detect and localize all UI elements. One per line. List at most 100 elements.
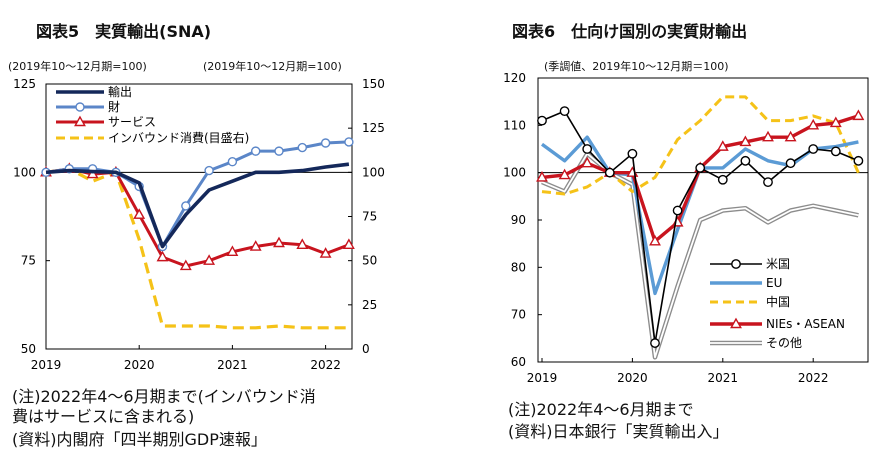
- right-x-tick-label: 2019: [527, 371, 558, 385]
- right-subtitle: (季調値、2019年10～12月期＝100): [544, 60, 729, 73]
- right-series-4-line-inner: [541, 152, 859, 359]
- right-series-3-point: [649, 234, 661, 246]
- left-series-1-point: [227, 157, 238, 167]
- left-x-tick-label: 2019: [31, 358, 62, 372]
- left-subtitle-left-axis: (2019年10～12月期=100): [8, 60, 147, 73]
- right-series-0-point: [785, 158, 796, 169]
- right-legend-label-1: EU: [766, 276, 782, 290]
- left-series-1-point: [320, 138, 331, 148]
- left-legend-label-2: サービス: [108, 115, 156, 129]
- left-series-1-point: [204, 165, 214, 176]
- right-legend-marker-3: [730, 317, 742, 329]
- right-series-0-point: [582, 144, 593, 154]
- left-legend-label-1: 財: [108, 99, 120, 114]
- right-series-0-point: [650, 338, 660, 348]
- right-series-3-point: [716, 140, 729, 151]
- right-series-0-point: [740, 155, 751, 166]
- right-series-0-point: [604, 167, 615, 178]
- right-series-0-point: [763, 177, 773, 188]
- left-y-tick-label: 125: [13, 77, 36, 91]
- left-subtitle-right-axis: (2019年10～12月期=100): [203, 60, 342, 73]
- left-legend-marker-1: [75, 102, 85, 112]
- left-chart-panel: 図表5 実質輸出(SNA) (2019年10～12月期=100) (2019年1…: [8, 22, 385, 449]
- right-chart-svg: 60 70 80 90 100 110 120 2019 2020 2021 2022 米国 EU 中国 N…: [503, 71, 869, 385]
- right-chart-panel: 図表6 仕向け国別の実質財輸出 (季調値、2019年10～12月期＝100) 6…: [448, 0, 896, 473]
- left-series-1-point: [250, 146, 261, 156]
- right-series-0-point: [717, 174, 728, 185]
- right-series-3-point: [784, 130, 797, 142]
- left-chart-title: 図表5 実質輸出(SNA): [36, 22, 212, 41]
- left-x-tick-label: 2021: [217, 358, 248, 372]
- left-series-1-point: [344, 137, 354, 147]
- left-y2-tick-label: 150: [362, 77, 385, 91]
- right-series-3-point: [762, 130, 774, 142]
- right-legend-marker-0: [731, 259, 741, 269]
- right-source-line: (資料)日本銀行「実質輸出入」: [508, 422, 729, 441]
- right-series-0-point: [853, 155, 864, 166]
- right-x-tick-label: 2021: [708, 371, 739, 385]
- left-series-2-point: [133, 208, 146, 219]
- left-chart-svg: 50 75 100 125 0 25 50 75 100 125 150 2019 2020 2021 20…: [13, 77, 385, 372]
- right-series-3-point: [739, 135, 752, 147]
- right-y-tick-label: 60: [511, 355, 526, 369]
- left-series-2-point: [203, 254, 216, 265]
- right-x-tick-label: 2022: [798, 371, 829, 385]
- left-series-1-point: [274, 146, 284, 156]
- right-series-0-point: [672, 205, 683, 216]
- right-legend-label-4: その他: [766, 336, 802, 350]
- left-note-line-1: (注)2022年4～6月期まで(インバウンド消: [12, 387, 316, 406]
- right-series-0-point: [627, 148, 638, 159]
- left-series-3-line: [45, 167, 349, 330]
- right-series-3-point: [807, 118, 820, 130]
- left-series-2-point: [226, 245, 239, 257]
- right-series-0-point: [537, 115, 547, 126]
- left-x-tick-label: 2022: [310, 358, 341, 372]
- right-y-tick-label: 100: [503, 166, 526, 180]
- left-y2-tick-label: 50: [362, 254, 377, 268]
- left-series-2-point: [342, 238, 355, 249]
- left-y2-tick-label: 0: [362, 342, 370, 356]
- left-plot-frame: [45, 83, 353, 350]
- right-chart-title: 図表6 仕向け国別の実質財輸出: [512, 22, 748, 41]
- left-series-2-point: [319, 247, 332, 258]
- right-series-3-point: [852, 109, 865, 121]
- left-y-tick-label: 75: [21, 254, 36, 268]
- left-series-1-line: [45, 140, 349, 248]
- right-series-0-point: [830, 146, 841, 157]
- right-note-line: (注)2022年4～6月期まで: [508, 400, 694, 419]
- right-series-0-point: [808, 144, 819, 154]
- right-series-2-line: [541, 95, 860, 196]
- right-y-tick-label: 110: [503, 118, 526, 132]
- left-series-1-point: [297, 142, 307, 153]
- right-series-3-point: [536, 170, 548, 182]
- left-series-1-point: [181, 201, 191, 211]
- right-x-tick-label: 2020: [617, 371, 648, 385]
- right-series-3-point: [581, 156, 594, 168]
- right-series-0-point: [559, 106, 570, 117]
- right-series-1-line: [540, 135, 859, 296]
- right-y-tick-label: 80: [511, 260, 526, 274]
- left-series-2-line: [45, 167, 350, 268]
- left-y2-tick-label: 100: [362, 165, 385, 179]
- left-series-2-point: [273, 236, 285, 248]
- left-legend-label-3: インバウンド消費(目盛右): [108, 130, 249, 145]
- left-y2-tick-label: 25: [362, 298, 377, 312]
- left-y2-tick-label: 75: [362, 210, 377, 224]
- left-series-2-point: [156, 250, 169, 262]
- right-series-3-point: [829, 116, 842, 128]
- left-series-2-point: [296, 238, 309, 249]
- left-note-line-2: 費はサービスに含まれる): [12, 407, 195, 426]
- right-legend-label-2: 中国: [766, 294, 790, 309]
- left-series-2-point: [179, 259, 192, 271]
- right-y-tick-label: 90: [511, 213, 526, 227]
- left-legend-marker-2: [74, 115, 86, 127]
- left-series-2-point: [249, 240, 262, 251]
- right-series-3-point: [558, 168, 571, 180]
- left-series-0-line: [45, 162, 350, 249]
- left-y-tick-label: 50: [21, 342, 36, 356]
- right-series-0-point: [695, 163, 706, 173]
- left-x-tick-label: 2020: [124, 358, 155, 372]
- right-legend-label-0: 米国: [766, 257, 790, 271]
- right-y-tick-label: 70: [511, 308, 526, 322]
- left-legend-label-0: 輸出: [108, 84, 132, 99]
